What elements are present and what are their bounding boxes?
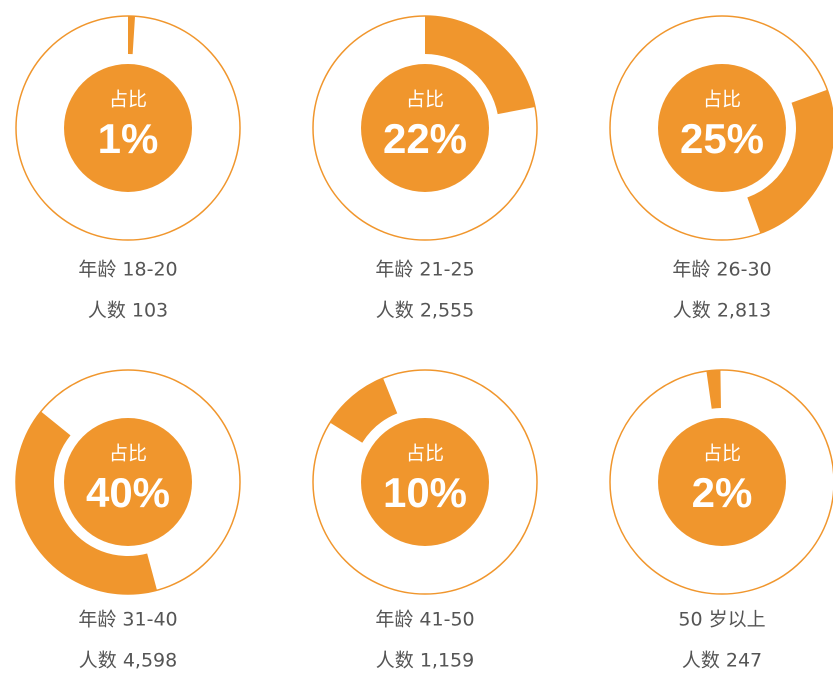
center-text: 占比: [406, 89, 444, 111]
category-label: 年龄 41-50: [375, 609, 474, 631]
category-label: 年龄 18-20: [78, 259, 177, 281]
value-label: 1%: [98, 115, 159, 162]
count-label: 人数 103: [88, 300, 168, 322]
donut-center: [361, 64, 489, 192]
donut-wedge: [706, 370, 721, 409]
count-label: 人数 2,813: [673, 300, 771, 322]
donut-ring: [609, 15, 833, 241]
center-text: 占比: [109, 443, 147, 465]
donut-center: [361, 418, 489, 546]
category-label: 年龄 31-40: [78, 609, 177, 631]
count-label: 人数 1,159: [376, 650, 474, 672]
value-label: 2%: [692, 469, 753, 516]
donut-wedge: [425, 16, 536, 115]
center-text: 占比: [109, 89, 147, 111]
category-label: 年龄 26-30: [672, 259, 771, 281]
donut-ring: [609, 369, 833, 595]
value-label: 25%: [680, 115, 764, 162]
donut-center: [658, 64, 786, 192]
count-label: 人数 2,555: [376, 300, 474, 322]
donut-wedge: [15, 411, 157, 595]
count-label: 人数 4,598: [79, 650, 177, 672]
donut-center: [658, 418, 786, 546]
donut-center: [64, 418, 192, 546]
donut-wedge: [747, 89, 833, 234]
count-label: 人数 247: [682, 650, 762, 672]
center-text: 占比: [406, 443, 444, 465]
donut-center: [64, 64, 192, 192]
donut-wedge: [128, 16, 136, 55]
donut-wedge: [330, 378, 398, 443]
category-label: 年龄 21-25: [375, 259, 474, 281]
value-label: 10%: [383, 469, 467, 516]
value-label: 40%: [86, 469, 170, 516]
center-text: 占比: [703, 443, 741, 465]
value-label: 22%: [383, 115, 467, 162]
donut-ring: [312, 369, 538, 595]
category-label: 50 岁以上: [678, 609, 765, 631]
center-text: 占比: [703, 89, 741, 111]
